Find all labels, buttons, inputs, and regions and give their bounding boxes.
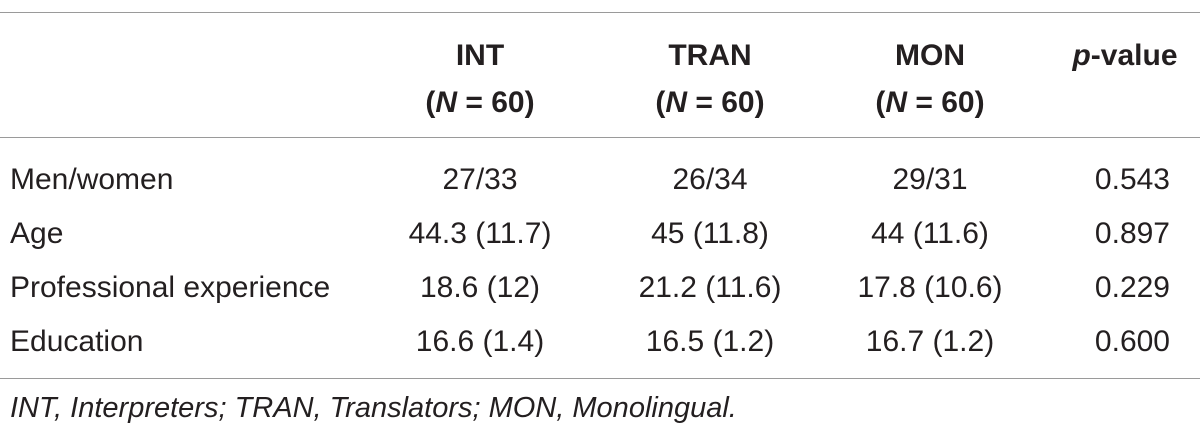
cell-int: 18.6 (12) [419,271,541,304]
row-label: Men/women [10,163,174,196]
row-label: Professional experience [10,271,331,304]
cell-mon: 44 (11.6) [871,217,989,250]
row-label: Education [10,325,144,358]
cell-tran: 16.5 (1.2) [645,325,775,358]
cell-int: 44.3 (11.7) [408,217,552,250]
cell-mon: 16.7 (1.2) [865,325,995,358]
column-header-label: INT [455,39,505,72]
cell-tran: 21.2 (11.6) [638,271,782,304]
column-header-label: MON [895,39,965,72]
column-header-label: TRAN [668,39,752,72]
column-header-sample-size: (N = 60) [655,86,765,119]
cell-p-value: 0.229 [1094,271,1170,304]
table-footnote: INT, Interpreters; TRAN, Translators; MO… [10,392,737,424]
column-header-mon: MON (N = 60) [830,32,1030,126]
column-header-int: INT (N = 60) [380,32,580,126]
table-row: Age 44.3 (11.7) 45 (11.8) 44 (11.6) 0.89… [0,207,1200,261]
column-header-tran: TRAN (N = 60) [600,32,820,126]
table-row: Professional experience 18.6 (12) 21.2 (… [0,261,1200,315]
column-header-sample-size: (N = 60) [875,86,985,119]
cell-int: 27/33 [442,163,518,196]
cell-mon: 29/31 [892,163,968,196]
row-label: Age [10,217,64,250]
column-header-sample-size: (N = 60) [425,86,535,119]
table-top-rule [0,12,1200,13]
table-bottom-rule [0,378,1200,379]
cell-tran: 26/34 [672,163,748,196]
cell-mon: 17.8 (10.6) [857,271,1003,304]
cell-p-value: 0.897 [1094,217,1170,250]
cell-int: 16.6 (1.4) [415,325,545,358]
table-header-rule [0,137,1200,138]
cell-p-value: 0.600 [1094,325,1170,358]
cell-tran: 45 (11.8) [651,217,769,250]
table-row: Men/women 27/33 26/34 29/31 0.543 [0,153,1200,207]
column-header-label: p-value [1072,39,1178,72]
table-row: Education 16.6 (1.4) 16.5 (1.2) 16.7 (1.… [0,315,1200,369]
cell-p-value: 0.543 [1094,163,1170,196]
column-header-p-value: p-value [1050,32,1200,79]
